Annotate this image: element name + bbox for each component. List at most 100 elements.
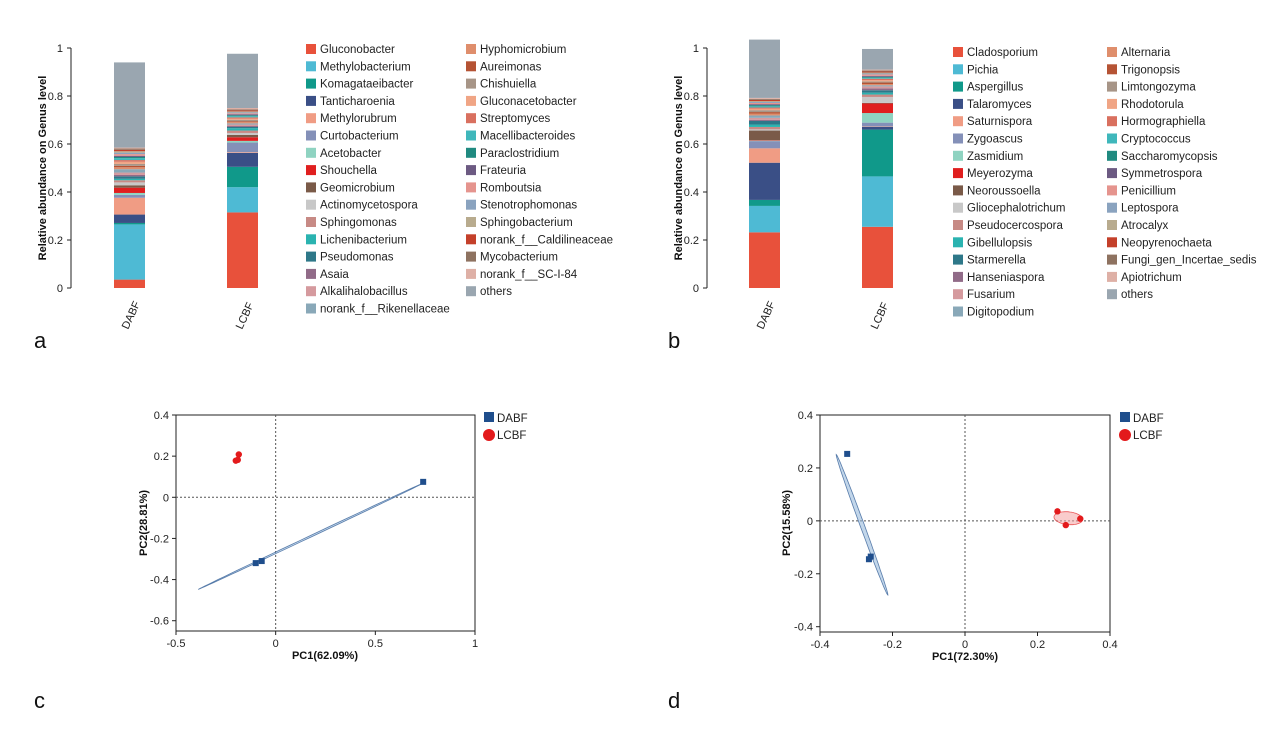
a-bar-dabf-shouchella: [114, 187, 145, 193]
c-plot-frame: [175, 414, 476, 632]
c-y-axis-label: PC2(28.81%): [138, 490, 150, 556]
b-legend-swatch-cryptococcus: [1107, 133, 1117, 144]
d-x-tick-label: 0.2: [1030, 639, 1045, 651]
b-bar-dabf-others: [749, 39, 780, 98]
a-bar-dabf-alkalihalobacillus: [114, 172, 145, 175]
a-bar-lcbf-streptomyces: [227, 117, 258, 119]
a-bar-dabf-norank-f-caldilineaceae: [114, 149, 145, 152]
b-bar-lcbf-atrocalyx: [862, 72, 893, 74]
b-bar-lcbf-trigonopsis: [862, 82, 893, 84]
b-legend-swatch-rhodotorula: [1107, 98, 1117, 109]
a-legend-label-methylorubrum: Methylorubrum: [320, 113, 397, 125]
a-bar-lcbf-hyphomicrobium: [227, 122, 258, 124]
b-legend-swatch-pichia: [953, 64, 963, 75]
b-legend-label-zygoascus: Zygoascus: [967, 134, 1023, 146]
c-legend-marker-lcbf: [483, 429, 495, 441]
d-legend-marker-lcbf: [1119, 429, 1131, 441]
b-legend-label-digitopodium: Digitopodium: [967, 307, 1034, 319]
a-bar-lcbf-paraclostridium: [227, 115, 258, 117]
a-bar-lcbf-sphingomonas: [227, 130, 258, 133]
b-legend-label-penicillium: Penicillium: [1121, 185, 1176, 197]
b-bar-dabf-digitopodium: [749, 115, 780, 118]
b-legend-swatch-neoroussoella: [953, 185, 963, 196]
b-bar-lcbf-penicillium: [862, 74, 893, 76]
b-bar-dabf-leptospora: [749, 102, 780, 103]
b-legend-swatch-saccharomycopsis: [1107, 150, 1117, 161]
a-bar-dabf-methylorubrum: [114, 197, 145, 215]
b-bar-dabf-apiotrichum: [749, 97, 780, 99]
a-legend-label-sphingobacterium: Sphingobacterium: [480, 217, 573, 229]
a-legend-swatch-tanticharoenia: [306, 95, 316, 106]
b-legend-swatch-digitopodium: [953, 306, 963, 317]
a-legend-label-actinomycetospora: Actinomycetospora: [320, 200, 418, 212]
b-y-axis-label: Relative abundance on Genus level: [673, 76, 685, 261]
b-legend-swatch-starmerella: [953, 254, 963, 265]
a-legend-label-romboutsia: Romboutsia: [480, 182, 542, 194]
a-y-tick-label: 0.4: [48, 187, 63, 199]
b-bar-dabf-pseudocercospora: [749, 126, 780, 130]
a-bar-dabf-norank-f-sc-i-84: [114, 147, 145, 149]
a-bar-lcbf-chishuiella: [227, 119, 258, 122]
d-point-dabf: [865, 556, 872, 563]
c-point-lcbf: [235, 451, 242, 458]
b-bar-lcbf-zasmidium: [862, 113, 893, 123]
a-legend-label-hyphomicrobium: Hyphomicrobium: [480, 44, 566, 56]
a-bar-lcbf-shouchella: [227, 137, 258, 141]
b-bar-dabf-gibellulopsis: [749, 124, 780, 127]
b-bar-lcbf-limtongozyma: [862, 81, 893, 83]
c-y-tick-label: 0.2: [154, 451, 169, 463]
a-bar-dabf-gluconobacter: [114, 279, 145, 288]
a-bar-lcbf-actinomycetospora: [227, 132, 258, 135]
b-legend-swatch-hormographiella: [1107, 116, 1117, 127]
b-legend-label-saccharomycopsis: Saccharomycopsis: [1121, 151, 1218, 163]
a-legend-label-geomicrobium: Geomicrobium: [320, 182, 395, 194]
a-legend-swatch-others: [466, 286, 476, 297]
a-legend-label-norank-f-caldilineaceae: norank_f__Caldilineaceae: [480, 234, 613, 246]
b-legend-swatch-fungi-gen-incertae-sedis: [1107, 254, 1117, 265]
b-legend-label-fusarium: Fusarium: [967, 289, 1015, 301]
b-legend-swatch-limtongozyma: [1107, 81, 1117, 92]
d-confidence-ellipse-lcbf: [1053, 511, 1084, 526]
b-legend-swatch-cladosporium: [953, 47, 963, 57]
a-bar-dabf-tanticharoenia: [114, 214, 145, 223]
c-point-lcbf: [234, 456, 241, 464]
a-bar-lcbf-macellibacteroides: [227, 116, 258, 118]
a-bar-dabf-sphingomonas: [114, 180, 145, 183]
c-y-tick-label: 0.4: [154, 410, 169, 422]
b-legend-swatch-apiotrichum: [1107, 271, 1117, 282]
b-legend-label-neoroussoella: Neoroussoella: [967, 185, 1041, 197]
b-legend-label-cryptococcus: Cryptococcus: [1121, 134, 1191, 146]
a-bar-dabf-stenotrophomonas: [114, 152, 145, 155]
b-legend-swatch-fusarium: [953, 289, 963, 300]
a-bar-dabf-sphingobacterium: [114, 151, 145, 153]
b-bar-lcbf-leptospora: [862, 73, 893, 75]
a-legend-label-asaia: Asaia: [320, 269, 349, 281]
a-bar-dabf-paraclostridium: [114, 156, 145, 159]
b-legend-label-alternaria: Alternaria: [1121, 47, 1171, 59]
b-bar-lcbf-saccharomycopsis: [862, 76, 893, 78]
b-legend-label-fungi-gen-incertae-sedis: Fungi_gen_Incertae_sedis: [1121, 255, 1257, 267]
b-legend-swatch-atrocalyx: [1107, 220, 1117, 230]
c-legend-marker-dabf: [484, 412, 494, 422]
b-bar-lcbf-meyerozyma: [862, 103, 893, 114]
b-bar-dabf-aspergillus: [749, 199, 780, 206]
b-legend-swatch-alternaria: [1107, 47, 1117, 57]
b-legend-label-talaromyces: Talaromyces: [967, 99, 1032, 111]
a-legend-label-mycobacterium: Mycobacterium: [480, 252, 558, 264]
b-bar-lcbf-alternaria: [862, 84, 893, 86]
a-bar-lcbf-norank-f-rikenellaceae: [227, 123, 258, 125]
b-bar-dabf-atrocalyx: [749, 101, 780, 102]
b-legend-label-hanseniaspora: Hanseniaspora: [967, 272, 1045, 284]
b-legend-label-pichia: Pichia: [967, 64, 999, 76]
b-y-tick-label: 0.2: [684, 235, 699, 247]
d-legend-label-dabf: DABF: [1133, 413, 1164, 425]
a-legend-label-gluconobacter: Gluconobacter: [320, 44, 395, 56]
a-legend-swatch-macellibacteroides: [466, 130, 476, 141]
a-legend-label-pseudomonas: Pseudomonas: [320, 252, 394, 264]
d-point-lcbf: [1062, 521, 1069, 529]
d-x-tick-label: 0: [962, 639, 968, 651]
b-bar-lcbf-fungi-gen-incertae-sedis: [862, 70, 893, 72]
a-y-axis-label: Relative abundance on Genus level: [37, 76, 49, 261]
b-bar-dabf-hanseniaspora: [749, 119, 780, 121]
a-bar-lcbf-aureimonas: [227, 121, 258, 123]
